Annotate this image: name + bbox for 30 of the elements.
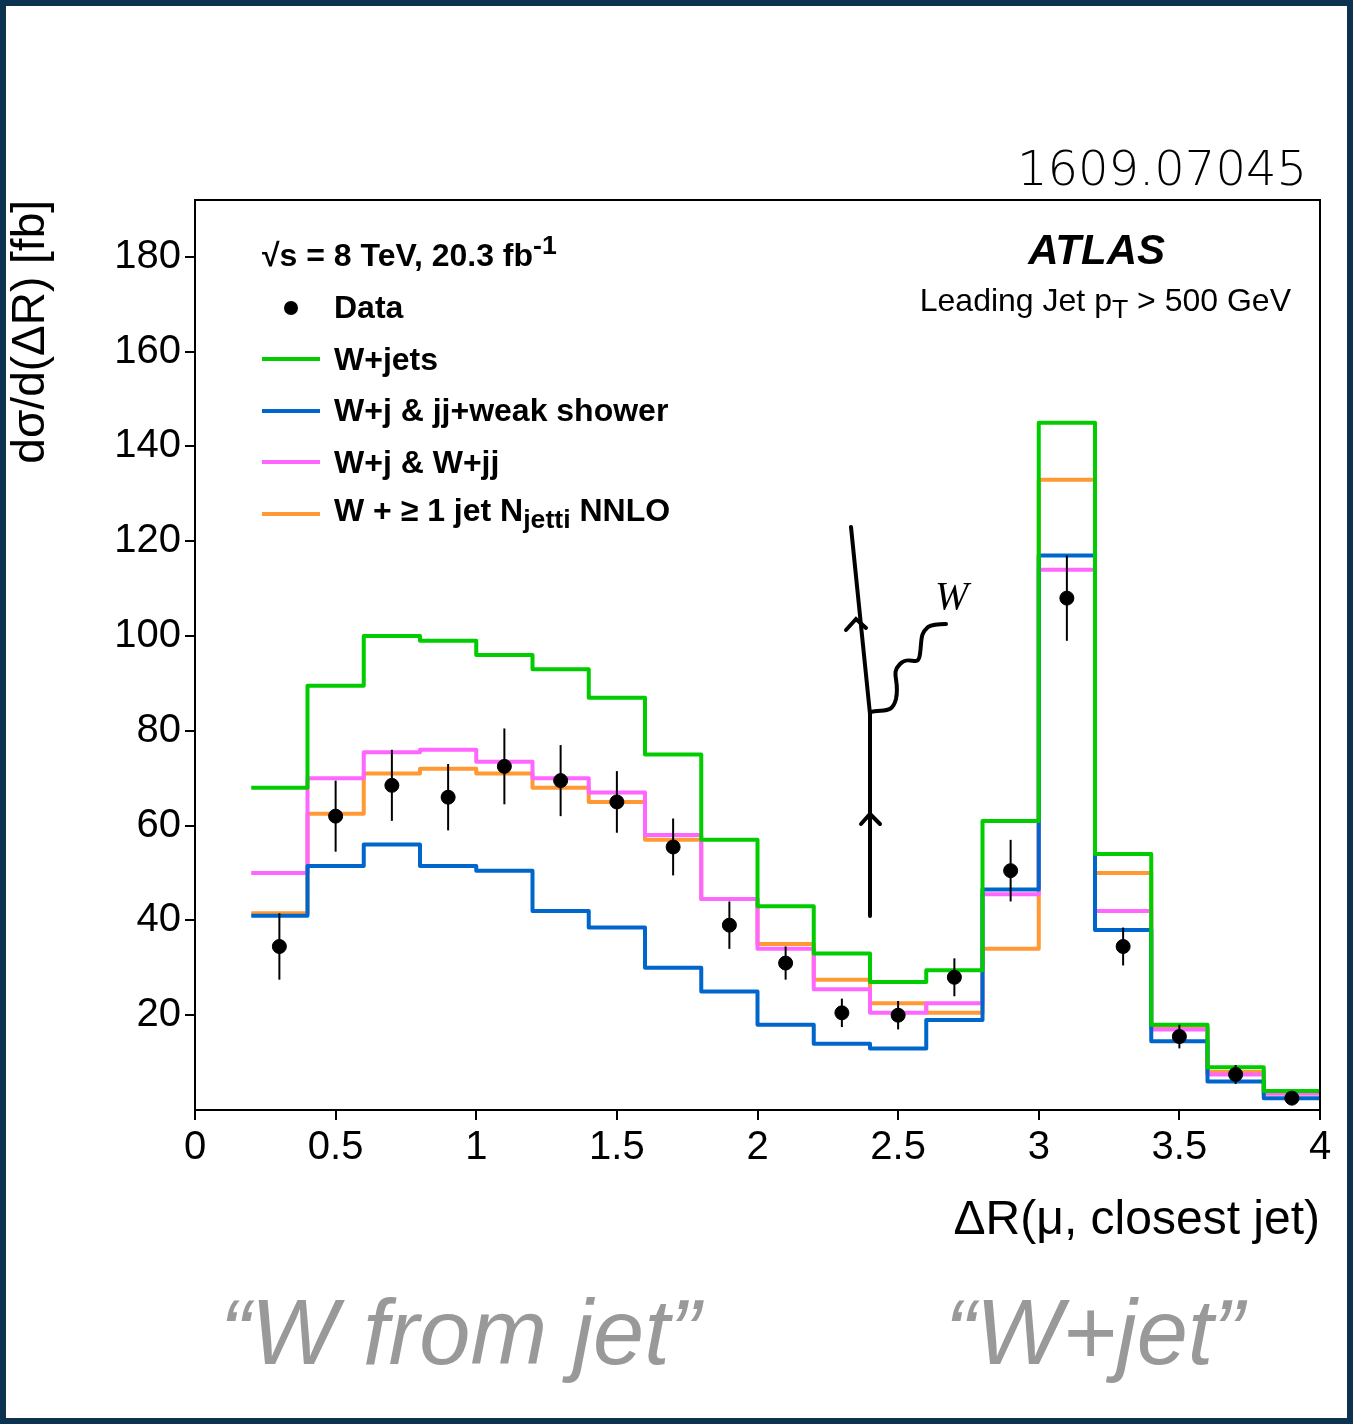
y-tick-label: 80 [136,705,181,750]
legend-label: W+j & jj+weak shower [334,392,669,430]
legend-label: Data [334,289,404,327]
legend-label: W+jets [334,340,439,378]
annotation: Leading Jet p$_{T}$ > 500 GeV [919,282,1291,326]
x-tick-label: 1 [465,1123,488,1168]
x-tick-label: 4 [1308,1123,1332,1168]
y-tick-label: 140 [114,421,181,466]
y-tick-label: 60 [136,800,181,845]
text: 1609.07045 [1016,140,1307,196]
x-tick-label: 0.5 [307,1123,364,1168]
y-tick-label: 160 [114,326,181,371]
y-tick-label: 20 [136,990,181,1035]
y-tick-label: 100 [114,611,181,656]
y-axis-title: dσ/d(ΔR) [fb] [2,200,55,464]
y-tick-label: 40 [136,895,181,940]
y-tick-label: 180 [114,231,181,276]
point [1284,1090,1300,1106]
annotation: √s = 8 TeV, 20.3 fb$^{-1}$ [262,230,557,274]
x-tick-label: 0 [183,1123,207,1168]
x-axis-title: ΔR(μ, closest jet) [953,1191,1320,1245]
x-tick-label: 1.5 [589,1123,645,1168]
x-tick-label: 3 [1027,1123,1050,1168]
x-tick-label: 2 [746,1123,769,1168]
annotation: ATLAS [1028,226,1165,274]
x-tick-label: 2.5 [870,1123,926,1168]
legend-label: W+j & W+jj [334,443,500,481]
legend-label: W + ≥ 1 jet N$_{jetti}$ NNLO [334,492,671,536]
x-tick-label: 3.5 [1151,1123,1208,1168]
y-tick-label: 120 [114,516,181,561]
